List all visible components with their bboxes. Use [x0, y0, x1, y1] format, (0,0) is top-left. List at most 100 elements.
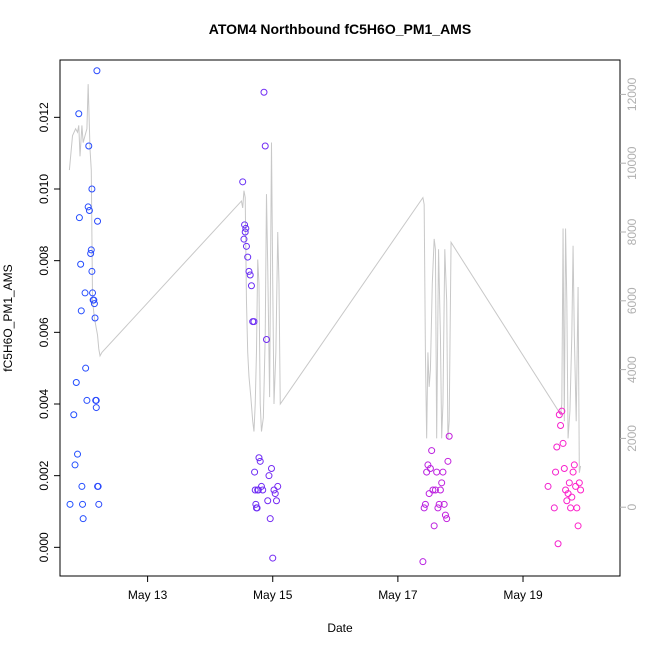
data-point [570, 461, 578, 469]
data-point [260, 88, 268, 96]
data-point [266, 515, 274, 523]
data-point [94, 482, 102, 490]
data-point [431, 486, 439, 494]
data-point [443, 515, 451, 523]
data-point [558, 407, 566, 415]
data-point [242, 224, 250, 232]
data-point [429, 486, 437, 494]
data-point [269, 554, 277, 562]
data-point [560, 465, 568, 472]
data-point [242, 242, 250, 250]
plot-frame [59, 59, 621, 577]
data-point [557, 422, 565, 429]
data-point [79, 500, 87, 508]
y-tick-label: 0.000 [37, 532, 51, 562]
data-point [262, 336, 270, 343]
data-point [564, 490, 572, 498]
data-point [574, 522, 582, 530]
data-point [93, 67, 101, 75]
data-point [438, 479, 446, 487]
data-point [87, 246, 95, 254]
y2-tick-label: 12000 [625, 77, 639, 111]
y2-tick-label: 2000 [625, 425, 639, 452]
data-point [247, 282, 255, 290]
data-point [245, 267, 253, 275]
data-point [567, 504, 575, 512]
data-point [553, 443, 561, 451]
data-point [85, 142, 93, 150]
data-point [445, 432, 453, 440]
y-axis-label: fC5H6O_PM1_AMS [1, 264, 15, 371]
y-axis-left: 0.000 0.002 0.004 0.006 0.008 0.010 0.012 [37, 102, 60, 562]
data-point-layer [66, 67, 585, 566]
y2-tick-label: 4000 [625, 356, 639, 383]
data-point [250, 318, 258, 326]
y2-tick-label: 8000 [625, 218, 639, 245]
data-point [244, 253, 252, 261]
data-point [79, 515, 87, 523]
data-point [94, 217, 102, 225]
data-point [270, 486, 278, 494]
data-point [74, 450, 82, 458]
data-point [421, 500, 429, 508]
data-point [253, 504, 261, 512]
data-point [92, 404, 100, 412]
data-point [70, 411, 78, 419]
y2-tick-label: 6000 [625, 287, 639, 314]
y-tick-label: 0.002 [37, 460, 51, 490]
right-axis-line-layer [68, 84, 582, 473]
data-point [88, 267, 96, 275]
data-point [95, 500, 103, 508]
data-point [575, 479, 583, 487]
data-point [428, 447, 436, 455]
y-tick-label: 0.006 [37, 317, 51, 347]
data-point [441, 511, 449, 519]
data-point [559, 439, 567, 447]
data-point [81, 289, 89, 297]
data-point [252, 500, 260, 508]
data-point [573, 504, 581, 512]
y-tick-label: 0.010 [37, 174, 51, 204]
data-point [420, 504, 428, 512]
data-point [71, 461, 79, 469]
data-point [544, 482, 552, 490]
x-tick-label: May 13 [128, 588, 168, 602]
data-point [84, 203, 92, 211]
data-point [251, 468, 259, 476]
data-point [426, 465, 434, 472]
data-point [256, 457, 264, 465]
data-point [267, 465, 275, 472]
data-point [552, 468, 560, 476]
data-point [239, 178, 247, 186]
data-point [83, 396, 91, 404]
data-point [91, 314, 99, 322]
data-point [563, 497, 571, 505]
data-point [90, 296, 98, 304]
data-point [550, 504, 558, 512]
data-point [82, 364, 90, 372]
data-point [75, 214, 83, 222]
data-point [554, 540, 562, 548]
data-point [77, 260, 85, 268]
data-point [435, 500, 443, 508]
chart-title: ATOM4 Northbound fC5H6O_PM1_AMS [209, 21, 471, 37]
data-point [271, 490, 279, 498]
data-point [565, 479, 573, 487]
data-point [274, 482, 282, 490]
data-point [257, 482, 265, 490]
data-point [87, 250, 95, 257]
data-point [259, 486, 267, 494]
data-point [425, 490, 433, 498]
data-point [272, 497, 280, 505]
data-point [430, 522, 438, 530]
data-point [261, 142, 269, 150]
x-tick-label: May 15 [253, 588, 293, 602]
y-tick-label: 0.012 [37, 102, 51, 132]
data-point [240, 235, 248, 243]
x-tick-label: May 19 [503, 588, 543, 602]
data-point [85, 207, 93, 214]
right-axis-series-line [68, 84, 582, 473]
data-point [572, 482, 580, 490]
